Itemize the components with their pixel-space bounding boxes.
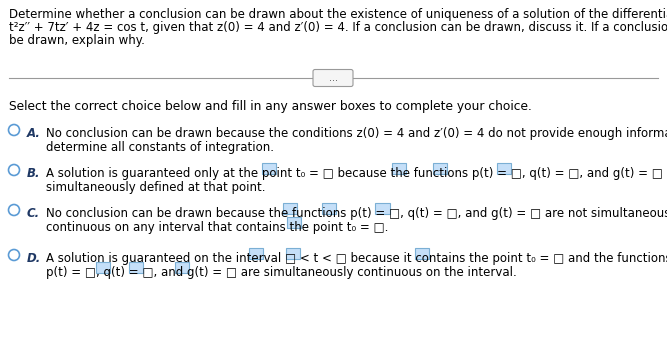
Bar — [375, 203, 390, 214]
Text: t²z′′ + 7tz′ + 4z = cos t, given that z(0) = 4 and z′(0) = 4. If a conclusion ca: t²z′′ + 7tz′ + 4z = cos t, given that z(… — [9, 21, 667, 34]
Text: C.: C. — [27, 207, 40, 220]
Bar — [433, 163, 447, 174]
Text: D.: D. — [27, 252, 41, 265]
Text: Select the correct choice below and fill in any answer boxes to complete your ch: Select the correct choice below and fill… — [9, 100, 532, 113]
Text: ...: ... — [329, 73, 338, 83]
Text: Determine whether a conclusion can be drawn about the existence of uniqueness of: Determine whether a conclusion can be dr… — [9, 8, 667, 21]
Bar — [262, 163, 276, 174]
Text: No conclusion can be drawn because the conditions z(0) = 4 and z′(0) = 4 do not : No conclusion can be drawn because the c… — [46, 127, 667, 140]
FancyBboxPatch shape — [313, 69, 353, 86]
Text: p(t) = □, q(t) = □, and g(t) = □ are simultaneously continuous on the interval.: p(t) = □, q(t) = □, and g(t) = □ are sim… — [46, 266, 517, 279]
Bar — [392, 163, 406, 174]
Text: determine all constants of integration.: determine all constants of integration. — [46, 141, 274, 154]
Bar — [249, 248, 263, 259]
Bar — [96, 262, 110, 273]
Bar — [283, 203, 297, 214]
Bar — [287, 217, 301, 228]
Bar — [175, 262, 189, 273]
Bar — [129, 262, 143, 273]
Text: A.: A. — [27, 127, 41, 140]
Text: simultaneously defined at that point.: simultaneously defined at that point. — [46, 181, 265, 194]
Text: continuous on any interval that contains the point t₀ = □.: continuous on any interval that contains… — [46, 221, 388, 234]
Bar — [415, 248, 429, 259]
Bar — [497, 163, 511, 174]
Bar — [286, 248, 300, 259]
Text: A solution is guaranteed only at the point t₀ = □ because the functions p(t) = □: A solution is guaranteed only at the poi… — [46, 167, 667, 180]
Bar — [322, 203, 336, 214]
Text: be drawn, explain why.: be drawn, explain why. — [9, 34, 145, 47]
Text: B.: B. — [27, 167, 41, 180]
Text: A solution is guaranteed on the interval □ < t < □ because it contains the point: A solution is guaranteed on the interval… — [46, 252, 667, 265]
Text: No conclusion can be drawn because the functions p(t) = □, q(t) = □, and g(t) = : No conclusion can be drawn because the f… — [46, 207, 667, 220]
